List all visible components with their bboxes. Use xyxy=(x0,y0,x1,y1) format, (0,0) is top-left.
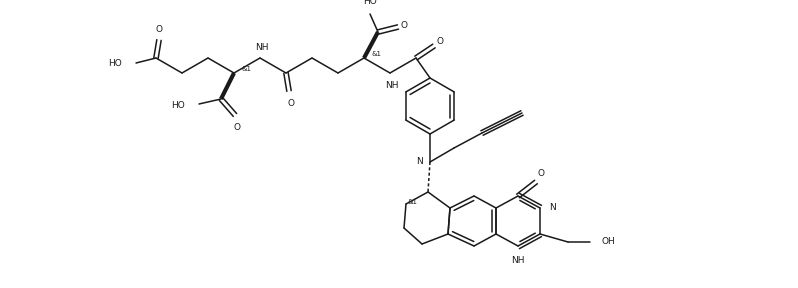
Text: O: O xyxy=(401,20,408,29)
Text: O: O xyxy=(437,37,444,46)
Text: OH: OH xyxy=(602,238,616,247)
Text: &1: &1 xyxy=(372,51,382,57)
Text: HO: HO xyxy=(172,101,185,111)
Text: HO: HO xyxy=(363,0,377,6)
Text: NH: NH xyxy=(512,256,525,265)
Text: &1: &1 xyxy=(242,66,252,72)
Text: N: N xyxy=(417,158,423,166)
Text: O: O xyxy=(538,169,544,178)
Text: NH: NH xyxy=(385,81,399,90)
Text: O: O xyxy=(156,25,163,34)
Text: &1: &1 xyxy=(408,199,418,205)
Text: NH: NH xyxy=(255,43,269,52)
Text: HO: HO xyxy=(109,58,122,67)
Text: O: O xyxy=(287,99,294,108)
Text: O: O xyxy=(234,123,240,132)
Text: N: N xyxy=(549,204,555,213)
